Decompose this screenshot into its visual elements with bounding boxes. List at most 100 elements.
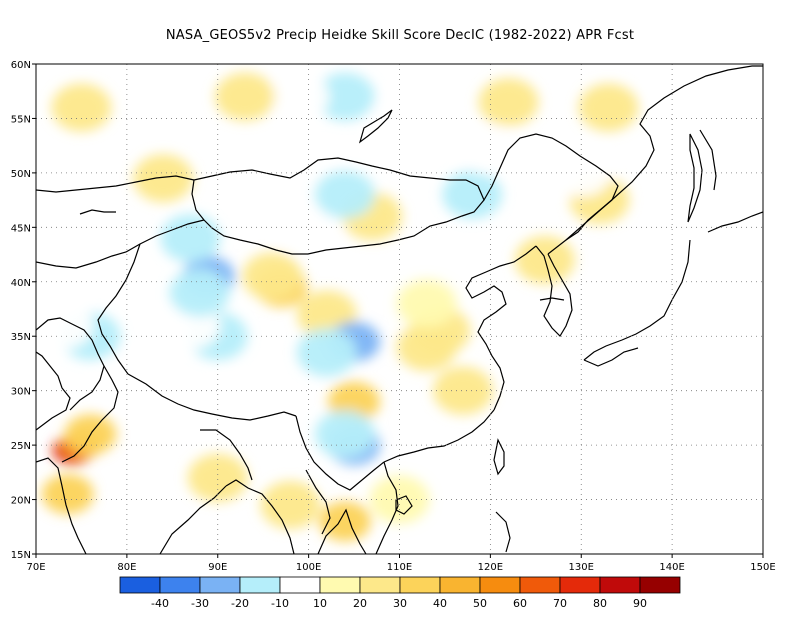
coastline-india-west [36,457,87,554]
colorbar-swatch [479,576,521,594]
border-central-asia [36,219,205,269]
lake-balkhash [79,209,116,215]
lat-tick-label: 25N [11,441,31,452]
skill-anomaly-patch [51,83,112,132]
axis-labels: 70E 80E 90E 100E 110E 120E 130E 140E 150E 15N 20N 2… [11,60,776,573]
skill-anomaly-patch [278,208,339,257]
colorbar: -40 -30 -20 -10 10 20 30 40 50 60 70 80 90 [119,576,681,610]
colorbar-swatch [239,576,281,594]
lon-tick-label: 70E [26,562,45,573]
skill-anomaly-patch [36,301,94,350]
skill-anomaly-patch [41,474,94,515]
coastline-hainan [395,495,413,515]
colorbar-label: 80 [593,597,607,610]
colorbar-swatch [279,576,321,594]
border-bangladesh-myanmar [200,429,253,481]
skill-anomaly-patch [169,268,230,317]
skill-anomaly-patch [460,127,521,176]
lon-tick-label: 140E [659,562,684,573]
border-china-west [97,243,141,375]
colorbar-label: -20 [231,597,249,610]
border-china-mongolia [191,157,485,255]
coastline-indochina [317,508,367,554]
lon-tick-label: 90E [208,562,227,573]
skill-anomaly-patch [318,501,371,542]
border-india-pakistan [61,365,119,463]
colorbar-swatch [599,576,641,594]
colorbar-label: -40 [151,597,169,610]
colorbar-label: -10 [271,597,289,610]
border-china-russia [483,133,619,241]
coastline-west-asia [36,351,71,431]
lon-tick-label: 150E [750,562,775,573]
skill-anomaly-patch [578,83,639,132]
lat-tick-label: 45N [11,223,31,234]
skill-anomaly-patch [205,377,266,426]
skill-anomaly-patch [314,72,375,121]
lat-tick-label: 60N [11,60,31,71]
skill-anomaly-patch [215,72,276,121]
colorbar-swatch [559,576,601,594]
skill-anomaly-patch [369,94,430,143]
graticule [36,64,763,554]
colorbar-swatch [159,576,201,594]
lat-tick-label: 50N [11,169,31,180]
skill-anomaly-patch [478,78,539,127]
coastline-kamchatka-base [699,129,717,191]
coastline-bay-of-bengal [225,479,295,554]
coastline-china-south [383,409,495,463]
skill-anomaly-patch [296,328,357,377]
border-himalaya [127,373,297,421]
coastline-japan-hokkaido [707,211,763,233]
skill-anomaly-patch [396,323,457,372]
colorbar-swatch [639,576,681,594]
colorbar-label: 10 [313,597,327,610]
border-myanmar-china [295,415,385,491]
border-russia-kazakhstan [36,175,195,193]
lat-tick-label: 40N [11,278,31,289]
lake-baikal [358,109,393,144]
colorbar-swatch [319,576,361,594]
colorbar-label: 30 [393,597,407,610]
skill-anomaly-patch [160,214,221,263]
border-laos-thailand [305,469,331,535]
lon-tick-label: 120E [478,562,503,573]
coastline-india-east [159,485,227,554]
lat-tick-label: 20N [11,496,31,507]
skill-anomaly-patch [396,279,457,328]
colorbar-swatch [519,576,561,594]
colorbar-label: 70 [553,597,567,610]
coastline-japan-honshu [583,239,691,361]
lon-tick-label: 80E [117,562,136,573]
coastline-taiwan [493,438,505,476]
skill-anomaly-patch [433,366,494,415]
colorbar-swatch [439,576,481,594]
map-title: NASA_GEOS5v2 Precip Heidke Skill Score D… [165,28,635,43]
colorbar-label: 40 [433,597,447,610]
colorbar-label: 50 [473,597,487,610]
skill-anomaly-patch [187,453,248,502]
colorbar-swatch [199,576,241,594]
lat-tick-label: 30N [11,387,31,398]
skill-anomaly-patch [60,225,121,274]
skill-anomaly-patch [269,72,330,121]
colorbar-label: 20 [353,597,367,610]
skill-anomaly-patch [614,301,675,350]
lon-tick-label: 130E [569,562,594,573]
border-korea-dmz [539,297,565,301]
lat-tick-label: 35N [11,332,31,343]
lat-tick-label: 55N [11,114,31,125]
colorbar-label: 60 [513,597,527,610]
skill-shading [36,67,712,542]
colorbar-swatch [359,576,401,594]
skill-anomaly-patch [651,67,712,116]
coastline-japan-south [583,347,639,367]
border-afghanistan-pakistan [36,317,105,411]
colorbar-label: -30 [191,597,209,610]
coastlines-borders [36,65,763,554]
coastline-china-east [465,245,537,411]
coastline-sakhalin [687,133,703,223]
colorbar-swatch [119,576,161,594]
skill-anomaly-patch [442,170,503,219]
